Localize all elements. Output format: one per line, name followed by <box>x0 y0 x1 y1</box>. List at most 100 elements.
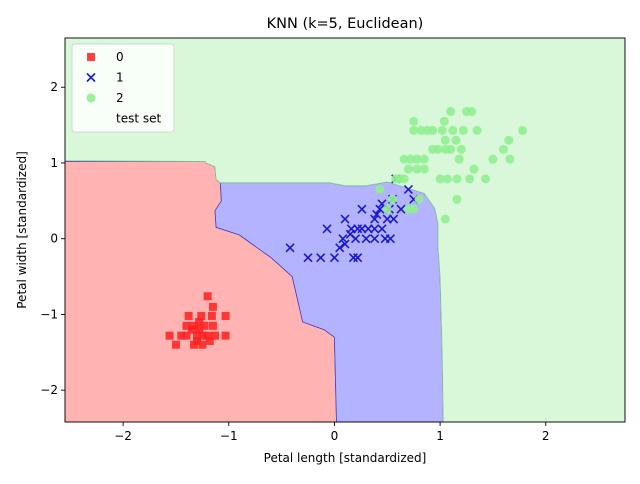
legend-entry: 2 <box>86 91 124 105</box>
point-class-2 <box>446 144 456 154</box>
point-class-2 <box>419 154 429 164</box>
point-class-1 <box>396 204 406 214</box>
point-class-0 <box>182 331 191 340</box>
point-class-2 <box>440 135 450 145</box>
point-class-0 <box>211 331 220 340</box>
y-tick-label: −1 <box>40 307 58 321</box>
legend-marker <box>86 72 96 83</box>
point-class-1 <box>375 204 385 214</box>
point-class-0 <box>203 292 212 301</box>
series-1 <box>285 174 419 263</box>
point-class-2 <box>388 194 398 204</box>
y-tick-label: −2 <box>40 383 58 397</box>
point-class-1 <box>338 234 348 244</box>
legend-label: 2 <box>116 91 124 105</box>
point-class-2 <box>442 174 452 184</box>
x-tick-label: 1 <box>436 429 444 443</box>
point-class-2 <box>446 106 456 116</box>
point-class-2 <box>428 125 438 135</box>
point-class-1 <box>361 234 371 244</box>
point-class-1 <box>351 234 361 244</box>
point-class-2 <box>433 144 443 154</box>
point-class-2 <box>448 125 458 135</box>
point-class-2 <box>409 116 419 126</box>
plot-frame <box>64 37 626 423</box>
x-tick-label: 0 <box>331 429 339 443</box>
legend: 0 1 2 test set <box>71 43 175 133</box>
point-class-0 <box>205 336 214 345</box>
legend-label: test set <box>116 112 161 126</box>
point-class-0 <box>193 331 202 340</box>
point-class-1 <box>353 253 363 263</box>
point-class-2 <box>399 174 409 184</box>
y-tick-label: 0 <box>50 232 58 246</box>
point-class-2 <box>469 164 479 174</box>
point-class-2 <box>412 154 422 164</box>
series-0 <box>165 292 230 349</box>
point-class-0 <box>184 311 193 320</box>
series-2 <box>375 106 528 224</box>
point-class-2 <box>458 125 468 135</box>
point-class-2 <box>452 174 462 184</box>
point-class-1 <box>340 239 350 249</box>
point-class-1 <box>322 224 332 234</box>
y-tick-label: 1 <box>50 156 58 170</box>
legend-label: 0 <box>116 50 124 64</box>
point-class-1 <box>370 214 380 224</box>
point-class-2 <box>456 144 466 154</box>
point-class-2 <box>406 154 416 164</box>
point-class-2 <box>414 194 424 204</box>
point-class-0 <box>197 311 206 320</box>
point-class-0 <box>171 340 180 349</box>
point-class-2 <box>452 194 462 204</box>
legend-marker <box>86 93 96 103</box>
point-class-0 <box>195 318 204 327</box>
point-class-0 <box>208 321 217 330</box>
point-class-2 <box>451 135 461 145</box>
point-class-2 <box>403 164 413 174</box>
point-class-0 <box>195 325 204 334</box>
region-class-2 <box>64 37 626 423</box>
point-class-2 <box>518 125 528 135</box>
point-class-2 <box>375 184 385 194</box>
legend-entry: 0 <box>87 50 124 64</box>
y-axis-label: Petal width [standardized] <box>15 151 29 309</box>
point-class-2 <box>437 125 447 135</box>
point-class-1 <box>385 234 395 244</box>
point-class-1 <box>357 204 367 214</box>
point-class-2 <box>419 164 429 174</box>
point-class-2 <box>416 125 426 135</box>
point-class-0 <box>203 331 212 340</box>
point-class-0 <box>208 302 217 311</box>
point-class-1 <box>303 253 313 263</box>
point-class-2 <box>409 125 419 135</box>
point-class-2 <box>454 154 464 164</box>
point-class-0 <box>200 321 209 330</box>
point-class-2 <box>504 135 514 145</box>
legend-entry: test set <box>116 112 161 126</box>
point-class-0 <box>165 331 174 340</box>
point-class-1 <box>370 224 380 234</box>
x-tick-label: −2 <box>114 429 132 443</box>
point-class-2 <box>498 144 508 154</box>
point-class-2 <box>435 174 445 184</box>
point-class-0 <box>189 321 198 330</box>
point-class-0 <box>193 336 202 345</box>
point-class-1 <box>335 243 345 253</box>
point-class-1 <box>329 253 339 263</box>
point-class-0 <box>198 340 207 349</box>
point-class-1 <box>316 253 326 263</box>
point-class-2 <box>409 204 419 214</box>
point-class-0 <box>182 321 191 330</box>
point-class-1 <box>370 234 380 244</box>
legend-entry: 1 <box>86 71 124 85</box>
point-class-2 <box>505 154 515 164</box>
point-class-0 <box>221 331 230 340</box>
point-class-1 <box>372 209 382 220</box>
x-tick-label: −1 <box>220 429 238 443</box>
point-class-2 <box>467 106 477 116</box>
point-class-2 <box>472 125 482 135</box>
chart-title: KNN (k=5, Euclidean) <box>267 16 424 32</box>
x-axis-label: Petal length [standardized] <box>264 451 427 465</box>
